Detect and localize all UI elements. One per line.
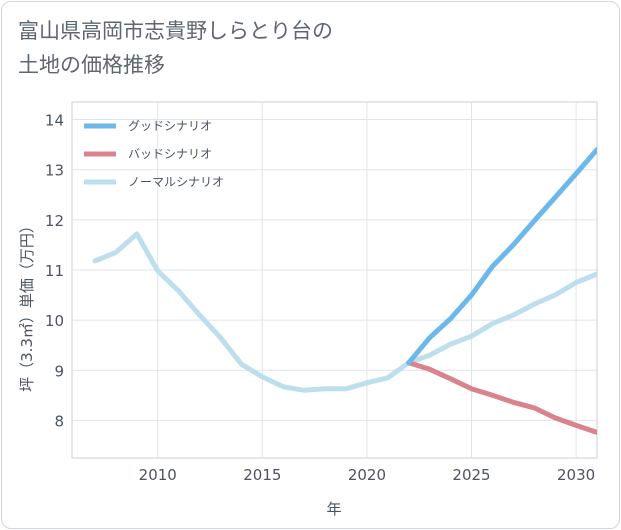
series-line-2: [92, 231, 597, 393]
legend-label: ノーマルシナリオ: [128, 175, 224, 189]
series-line-1: [406, 360, 597, 435]
x-tick-label: 2010: [139, 466, 177, 484]
y-tick-label: 9: [54, 362, 64, 380]
x-tick-label: 2025: [452, 466, 490, 484]
series-line-0: [406, 147, 597, 366]
chart-title: 富山県高岡市志貴野しらとり台の 土地の価格推移: [18, 19, 333, 77]
y-tick-label: 13: [45, 162, 64, 180]
x-tick-label: 2020: [348, 466, 386, 484]
y-tick-label: 12: [45, 212, 64, 230]
y-tick-label: 8: [54, 412, 64, 430]
legend-label: バッドシナリオ: [128, 147, 212, 161]
y-tick-labels: 8 9 10 11 12 13 14: [45, 112, 64, 431]
x-tick-label: 2015: [243, 466, 281, 484]
y-axis-label: 坪（3.3㎡）単価（万円）: [18, 218, 36, 392]
x-tick-label: 2030: [557, 466, 595, 484]
series-lines: [92, 147, 597, 435]
legend-label: グッドシナリオ: [128, 119, 212, 133]
y-tick-label: 11: [45, 262, 64, 280]
y-tick-label: 10: [45, 312, 64, 330]
x-axis-label: 年: [326, 500, 341, 518]
x-tick-labels: 2010 2015 2020 2025 2030: [139, 466, 596, 484]
y-tick-label: 14: [45, 112, 64, 130]
